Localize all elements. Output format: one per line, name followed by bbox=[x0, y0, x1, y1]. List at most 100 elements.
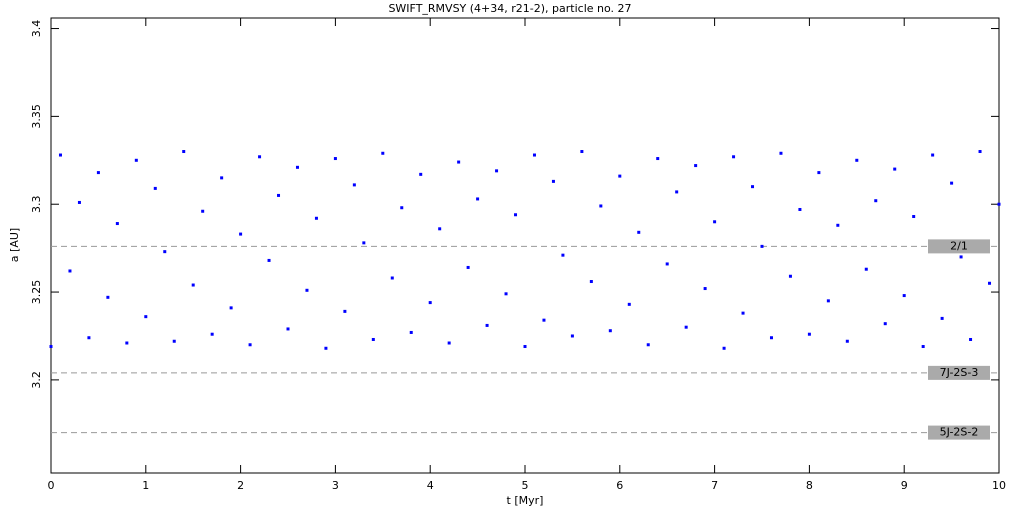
y-tick-label: 3.4 bbox=[30, 20, 43, 38]
point bbox=[457, 160, 461, 164]
point bbox=[68, 269, 72, 273]
point bbox=[769, 336, 773, 340]
point bbox=[807, 332, 811, 336]
point bbox=[713, 220, 717, 224]
point bbox=[532, 153, 536, 157]
point bbox=[49, 345, 53, 349]
point bbox=[390, 276, 394, 280]
point bbox=[684, 325, 688, 329]
point bbox=[295, 165, 299, 169]
x-tick-label: 7 bbox=[711, 479, 718, 492]
point bbox=[163, 250, 167, 254]
resonance-label: 5J-2S-2 bbox=[940, 426, 979, 439]
point bbox=[864, 267, 868, 271]
point bbox=[495, 169, 499, 173]
point bbox=[959, 255, 963, 259]
point bbox=[589, 280, 593, 284]
x-tick-label: 8 bbox=[806, 479, 813, 492]
point bbox=[258, 155, 262, 159]
point bbox=[352, 183, 356, 187]
point bbox=[333, 157, 337, 161]
point bbox=[637, 230, 641, 234]
point bbox=[826, 299, 830, 303]
point bbox=[779, 151, 783, 155]
point bbox=[172, 339, 176, 343]
point bbox=[371, 337, 375, 341]
point bbox=[229, 306, 233, 310]
point bbox=[893, 167, 897, 171]
point bbox=[210, 332, 214, 336]
point bbox=[703, 287, 707, 291]
point bbox=[874, 199, 878, 203]
point bbox=[542, 318, 546, 322]
x-tick-label: 2 bbox=[237, 479, 244, 492]
x-tick-label: 5 bbox=[522, 479, 529, 492]
point bbox=[248, 343, 252, 347]
resonance-label-bg bbox=[928, 239, 990, 254]
x-tick-label: 6 bbox=[616, 479, 623, 492]
resonance-label-bg bbox=[928, 425, 990, 440]
y-tick-label: 3.2 bbox=[30, 371, 43, 389]
point bbox=[599, 204, 603, 208]
point bbox=[324, 346, 328, 350]
y-tick-label: 3.25 bbox=[30, 280, 43, 305]
point bbox=[798, 207, 802, 211]
point bbox=[125, 341, 129, 345]
point bbox=[570, 334, 574, 338]
x-tick-label: 4 bbox=[427, 479, 434, 492]
point bbox=[400, 206, 404, 210]
point bbox=[997, 202, 1001, 206]
x-tick-label: 3 bbox=[332, 479, 339, 492]
point bbox=[912, 215, 916, 219]
point bbox=[277, 193, 281, 197]
point bbox=[969, 337, 973, 341]
point bbox=[836, 223, 840, 227]
point bbox=[855, 158, 859, 162]
point bbox=[220, 176, 224, 180]
point bbox=[305, 288, 309, 292]
resonance-label: 2/1 bbox=[950, 239, 968, 252]
point bbox=[115, 222, 119, 226]
point bbox=[656, 157, 660, 161]
point bbox=[627, 302, 631, 306]
y-axis-label: a [AU] bbox=[8, 228, 21, 262]
point bbox=[760, 244, 764, 248]
point bbox=[58, 153, 62, 157]
point bbox=[201, 209, 205, 213]
point bbox=[940, 316, 944, 320]
point bbox=[343, 309, 347, 313]
point bbox=[362, 241, 366, 245]
point bbox=[485, 323, 489, 327]
point bbox=[732, 155, 736, 159]
point bbox=[504, 292, 508, 296]
x-tick-label: 0 bbox=[48, 479, 55, 492]
point bbox=[514, 213, 518, 217]
point bbox=[950, 181, 954, 185]
point bbox=[845, 339, 849, 343]
resonance-label-bg bbox=[928, 365, 990, 380]
point bbox=[191, 283, 195, 287]
point bbox=[96, 171, 100, 175]
point bbox=[788, 274, 792, 278]
point bbox=[741, 311, 745, 315]
point bbox=[77, 200, 81, 204]
point bbox=[286, 327, 290, 331]
point bbox=[551, 179, 555, 183]
point bbox=[153, 186, 157, 190]
point bbox=[428, 301, 432, 305]
chart-title: SWIFT_RMVSY (4+34, r21-2), particle no. … bbox=[388, 2, 631, 15]
point bbox=[618, 174, 622, 178]
point bbox=[561, 253, 565, 257]
point bbox=[608, 329, 612, 333]
resonance-label: 7J-2S-3 bbox=[940, 366, 979, 379]
point bbox=[921, 345, 925, 349]
point bbox=[87, 336, 91, 340]
point bbox=[466, 265, 470, 269]
point bbox=[722, 346, 726, 350]
point bbox=[476, 197, 480, 201]
point bbox=[694, 164, 698, 168]
x-tick-label: 10 bbox=[992, 479, 1006, 492]
point bbox=[447, 341, 451, 345]
point bbox=[931, 153, 935, 157]
point bbox=[239, 232, 243, 236]
